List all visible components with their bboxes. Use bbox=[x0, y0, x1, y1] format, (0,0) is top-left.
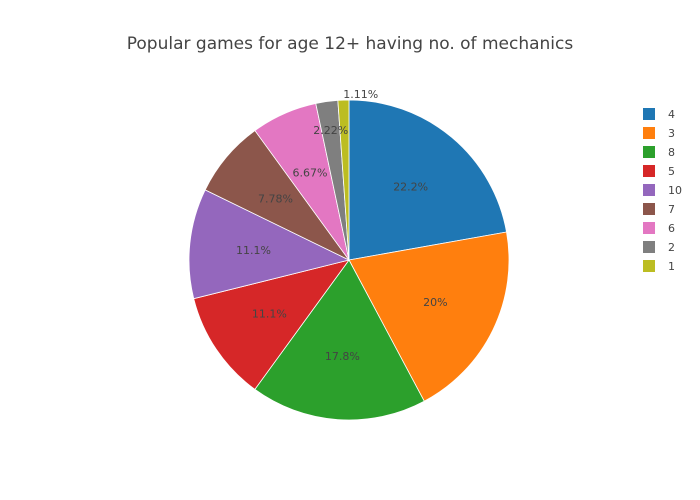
legend-swatch-5[interactable] bbox=[643, 165, 655, 177]
legend: 4 3 8 5 10 7 6 2 1 bbox=[643, 108, 682, 273]
pie-label-7: 7.78% bbox=[258, 192, 293, 205]
pie-slices bbox=[188, 99, 510, 421]
legend-label-3[interactable]: 3 bbox=[668, 127, 675, 140]
pie-labels: 22.2% 20% 17.8% 11.1% 11.1% 7.78% 6.67% 2.22% 1.… bbox=[236, 88, 448, 363]
legend-swatch-1[interactable] bbox=[643, 260, 655, 272]
legend-swatch-10[interactable] bbox=[643, 184, 655, 196]
pie-slice-4[interactable] bbox=[348, 99, 508, 261]
legend-label-4[interactable]: 4 bbox=[668, 108, 675, 121]
legend-swatch-6[interactable] bbox=[643, 222, 655, 234]
pie-label-10: 11.1% bbox=[236, 244, 271, 257]
pie-label-2: 2.22% bbox=[313, 124, 348, 137]
pie-slice-1[interactable] bbox=[337, 99, 350, 261]
legend-swatch-8[interactable] bbox=[643, 146, 655, 158]
legend-swatch-4[interactable] bbox=[643, 108, 655, 120]
legend-label-10[interactable]: 10 bbox=[668, 184, 682, 197]
pie-label-3: 20% bbox=[423, 296, 447, 309]
pie-label-8: 17.8% bbox=[325, 350, 360, 363]
pie-slice-10[interactable] bbox=[188, 189, 351, 300]
legend-label-8[interactable]: 8 bbox=[668, 146, 675, 159]
pie-slice-5[interactable] bbox=[193, 259, 350, 390]
chart-title: Popular games for age 12+ having no. of … bbox=[126, 34, 574, 54]
pie-label-1: 1.11% bbox=[343, 88, 378, 101]
pie-label-6: 6.67% bbox=[292, 166, 327, 179]
legend-label-1[interactable]: 1 bbox=[668, 260, 675, 273]
legend-label-5[interactable]: 5 bbox=[668, 165, 675, 178]
legend-swatch-2[interactable] bbox=[643, 241, 655, 253]
legend-label-2[interactable]: 2 bbox=[668, 241, 675, 254]
pie-slice-3[interactable] bbox=[348, 231, 510, 402]
legend-swatch-3[interactable] bbox=[643, 127, 655, 139]
legend-swatch-7[interactable] bbox=[643, 203, 655, 215]
pie-label-4: 22.2% bbox=[393, 180, 428, 193]
legend-label-6[interactable]: 6 bbox=[668, 222, 675, 235]
pie-slice-8[interactable] bbox=[254, 259, 425, 421]
pie-label-5: 11.1% bbox=[252, 308, 287, 321]
legend-label-7[interactable]: 7 bbox=[668, 203, 675, 216]
